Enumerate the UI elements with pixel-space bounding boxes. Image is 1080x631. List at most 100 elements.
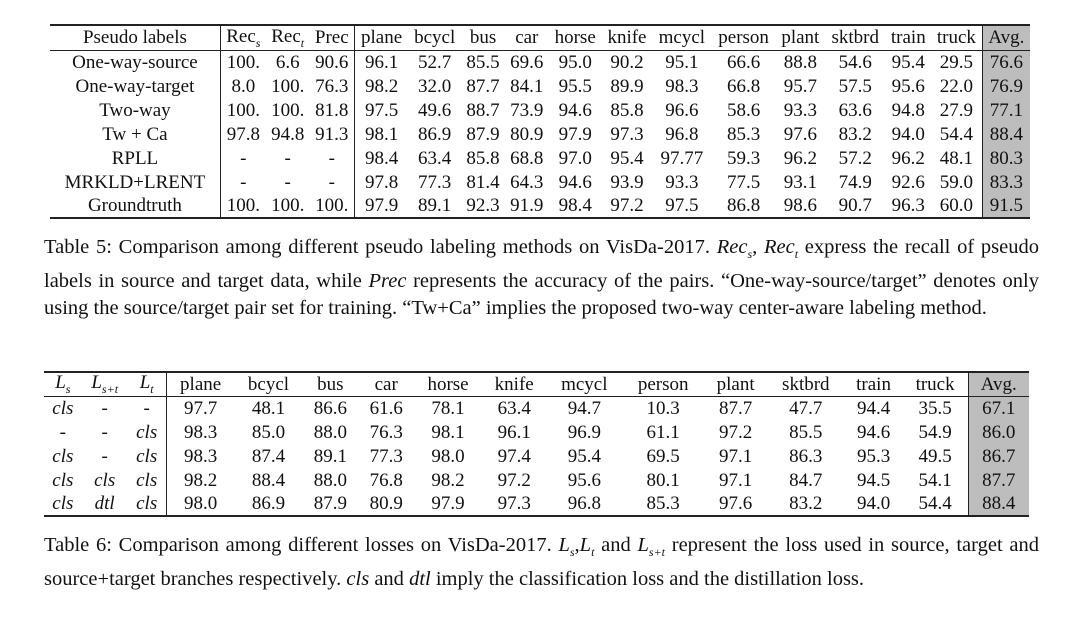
table-cell: 97.9	[364, 195, 399, 216]
header-cell: mcycl	[546, 372, 623, 397]
table-cell: 52.7	[418, 51, 452, 73]
header-cell-avg: Avg.	[968, 372, 1029, 397]
table-cell: 97.2	[497, 469, 531, 491]
table-row: RPLL - - -98.4 63.4 85.8 68.8 97.0 95.4 97.77 59.3…	[50, 146, 1030, 170]
table-cell: MRKLD+LRENT	[50, 170, 221, 194]
table-5-caption: Table 5: Comparison among different pseu…	[44, 236, 1039, 320]
table-cell: 93.3	[783, 99, 817, 121]
table-cell: cls	[52, 445, 74, 467]
header-cell: bus	[302, 372, 359, 397]
avg-cell: 91.5	[982, 194, 1030, 218]
table-cell: 85.8	[610, 99, 644, 121]
table-cell: 87.4	[251, 445, 286, 467]
table-cell: 54.6	[838, 51, 872, 73]
table-cell: 100.	[309, 194, 356, 218]
table-cell: 80.1	[646, 469, 680, 491]
table-cell: 93.9	[610, 171, 644, 193]
table-cell: 98.2	[364, 75, 399, 97]
table-cell: 95.4	[567, 445, 601, 467]
avg-cell: 76.9	[982, 74, 1030, 98]
table-6-losses: Ls Ls+t Lt plane bcycl bus car horse kni…	[44, 371, 1029, 517]
table-cell: 98.2	[184, 469, 218, 491]
table-cell: 100.	[226, 99, 260, 121]
avg-cell: 67.1	[968, 396, 1029, 420]
table-cell: 100.	[271, 195, 305, 216]
table-cell: 63.4	[418, 147, 452, 169]
table-cell: 92.3	[466, 195, 500, 216]
header-cell: Pseudo labels	[50, 25, 221, 51]
table-cell: 89.1	[418, 195, 452, 216]
table-cell: 95.5	[558, 75, 592, 97]
table-cell: 97.7	[184, 397, 218, 419]
header-cell: Rect	[265, 25, 310, 51]
table-cell: Two-way	[50, 98, 221, 122]
table-cell: 58.6	[726, 99, 761, 121]
table-cell: 94.7	[567, 397, 601, 419]
header-cell: car	[504, 25, 549, 51]
table-cell: 27.9	[931, 98, 983, 122]
table-cell: cls	[127, 444, 167, 468]
table-cell: 87.9	[466, 123, 500, 145]
header-cell: bus	[461, 25, 505, 51]
table-cell: 54.4	[931, 122, 983, 146]
table-cell: 49.6	[418, 99, 452, 121]
header-cell: bcycl	[408, 25, 462, 51]
table-row: cls cls cls 98.2 88.4 88.0 76.8 98.2 97.2 95.6 80.…	[44, 468, 1029, 492]
table-cell: 95.6	[567, 469, 601, 491]
table-cell: 85.3	[726, 123, 761, 145]
header-cell: horse	[548, 25, 602, 51]
table-cell: 94.6	[558, 99, 592, 121]
table-cell: 49.5	[902, 444, 969, 468]
table-cell: One-way-target	[50, 74, 221, 98]
table-row: Groundtruth 100. 100. 100. 97.9 89.1 92.3 91.9 9…	[50, 194, 1030, 218]
table-cell: 86.3	[789, 445, 823, 467]
table-cell: 89.9	[610, 75, 644, 97]
table-cell: 97.0	[558, 147, 592, 169]
table-cell: 80.9	[510, 123, 544, 145]
avg-cell: 86.0	[968, 420, 1029, 444]
table-cell: 96.3	[891, 195, 925, 216]
table-cell: 97.2	[610, 195, 644, 216]
table-cell: 22.0	[931, 74, 983, 98]
table-cell: 95.4	[610, 147, 644, 169]
table-cell: cls	[127, 468, 167, 492]
table-cell: 86.6	[313, 397, 347, 419]
table-cell: 94.0	[891, 123, 925, 145]
table-row: MRKLD+LRENT - - -97.8 77.3 81.4 64.3 94.6 93.9 93…	[50, 170, 1030, 194]
table-cell: 74.9	[838, 171, 872, 193]
table-cell: 97.4	[497, 445, 531, 467]
table-cell: 57.2	[838, 147, 872, 169]
table-cell: 88.0	[313, 421, 347, 443]
table-cell: 94.4	[856, 397, 891, 419]
table-cell: 95.3	[856, 445, 891, 467]
table-cell: 83.2	[789, 493, 823, 514]
table-cell: 68.8	[510, 147, 544, 169]
table-cell: -	[309, 146, 356, 170]
table-cell: 57.5	[838, 75, 872, 97]
table-cell: 85.8	[466, 147, 500, 169]
header-cell: Ls+t	[81, 372, 128, 397]
table-cell: 84.1	[510, 75, 544, 97]
table-cell: 96.1	[364, 51, 399, 73]
avg-cell: 83.3	[982, 170, 1030, 194]
table-cell: 54.4	[902, 492, 969, 516]
table-cell: 87.9	[313, 493, 347, 514]
table-cell: 69.6	[510, 51, 544, 73]
table-cell: 94.5	[856, 469, 891, 491]
table-cell: 81.8	[309, 98, 356, 122]
table-cell: 54.1	[902, 468, 969, 492]
table-cell: 100.	[226, 195, 260, 216]
table-cell: 95.1	[665, 51, 699, 73]
header-cell: train	[844, 372, 903, 397]
table-cell: 97.1	[719, 469, 753, 491]
table-cell: cls	[52, 493, 74, 514]
table-cell: 96.2	[891, 147, 925, 169]
table-cell: 64.3	[510, 171, 544, 193]
table-cell: 76.3	[369, 421, 403, 443]
table-row: One-way-source 100. 6.6 90.6 96.1 52.7 85.5 69.…	[50, 50, 1030, 74]
table-cell: 90.7	[838, 195, 872, 216]
table-cell: 98.1	[431, 421, 465, 443]
table-cell: 97.5	[364, 99, 399, 121]
table-cell: 95.4	[891, 51, 925, 73]
table-cell: 98.4	[364, 147, 399, 169]
